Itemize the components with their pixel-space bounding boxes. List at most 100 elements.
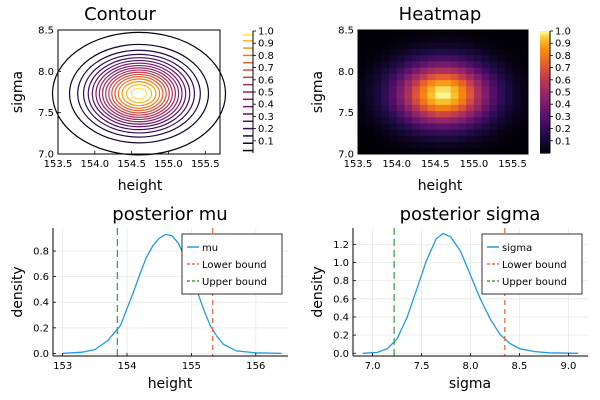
heatmap-cell [419,42,429,50]
heatmap-cell [520,79,529,87]
heatmap-cell [520,61,529,68]
heatmap-cell [396,129,405,136]
heatmap-cell [435,30,444,37]
heatmap-cell [504,104,514,112]
heatmap-cell [365,110,374,118]
heatmap-cell [520,98,529,105]
heatmap-cell [473,48,483,56]
heatmap-colorbar-cell [540,55,550,59]
posterior-sigma-ytick-label: 1.0 [333,258,349,269]
heatmap-cell [427,129,436,136]
heatmap-colorbar-cell [540,51,550,54]
heatmap-cell [481,48,490,56]
heatmap-cell [504,135,514,143]
heatmap-cell [458,67,467,74]
heatmap-cell [489,110,498,118]
contour-ytick-label: 8.5 [38,26,54,37]
heatmap-cell [489,48,498,56]
heatmap-colorbar-cell [540,53,550,56]
heatmap-cell [466,48,475,56]
heatmap-cell [404,36,413,43]
heatmap-cell [358,73,367,81]
heatmap-cell [466,110,475,118]
heatmap-colorbar-cell [540,85,550,89]
contour-level-line [91,59,187,128]
heatmap-cell [373,36,382,43]
heatmap-cell [481,98,490,105]
heatmap-cell [381,141,390,149]
heatmap-colorbar-cell [540,132,550,136]
heatmap-cell [512,147,521,155]
heatmap-cell [419,98,429,105]
heatmap-cell [419,141,429,149]
heatmap-cell [443,141,452,149]
heatmap-cell [427,30,436,37]
contour-level-line [77,49,201,138]
heatmap-colorbar-cell [540,43,550,46]
posterior-mu-legend: mu Lower bound Upper bound [181,233,283,295]
heatmap-cell [466,147,475,155]
heatmap-cell [473,85,483,93]
heatmap-cell [504,79,514,87]
heatmap-cell [520,48,529,56]
heatmap-cell [388,92,398,99]
heatmap-cell [497,54,506,62]
heatmap-cell [373,92,382,99]
heatmap-cell [365,30,374,37]
heatmap-cell [435,85,444,93]
heatmap-cell [381,110,390,118]
heatmap-cell [435,54,444,62]
heatmap-colorbar-cell [540,134,550,138]
heatmap-colorbar-label: 0.2 [555,124,571,135]
heatmap-cell [497,67,506,74]
heatmap-cell [520,54,529,62]
heatmap-cell [404,73,413,81]
heatmap-cell [388,67,398,74]
posterior-mu-series-line [62,233,282,355]
heatmap-cell [489,42,498,50]
heatmap-cell [443,104,452,112]
heatmap-cell [388,123,398,130]
heatmap-cell [481,67,490,74]
heatmap-cell [404,61,413,68]
heatmap-cell [365,92,374,99]
heatmap-cell [373,48,382,56]
contour-ytick-label: 7.5 [38,108,54,119]
heatmap-cell [435,116,444,124]
heatmap-cell [512,123,521,130]
contour-xtick-label: 154.0 [80,159,109,170]
heatmap-cell [458,73,467,81]
heatmap-cell [419,48,429,56]
heatmap-cell [427,67,436,74]
heatmap-cell [443,48,452,56]
contour-xtick-label: 154.5 [117,159,146,170]
heatmap-colorbar-cell [540,144,550,148]
heatmap-cell [450,104,459,112]
heatmap-cell [358,135,367,143]
heatmap-cell [365,104,374,112]
heatmap-colorbar-cell [540,83,550,87]
heatmap-cell [512,79,521,87]
heatmap-cell [388,61,398,68]
heatmap-xtick-label: 155.0 [460,159,489,170]
heatmap-cell [381,92,390,99]
heatmap-cell [443,36,452,43]
heatmap-cell [504,147,514,155]
heatmap-cell [427,54,436,62]
heatmap-cell [466,98,475,105]
heatmap-cell [427,79,436,87]
heatmap-cell [481,135,490,143]
heatmap-cell [388,79,398,87]
heatmap-cell [373,54,382,62]
heatmap-cell [419,36,429,43]
posterior-mu-legend-label: Lower bound [202,260,267,271]
heatmap-cell [412,110,421,118]
heatmap-cell [435,135,444,143]
heatmap-colorbar-cell [540,63,550,67]
heatmap-colorbar-cell [540,69,550,73]
heatmap-cell [473,141,483,149]
heatmap-cell [404,110,413,118]
heatmap-cell [419,54,429,62]
contour-xtick-label: 155.5 [191,159,220,170]
posterior-mu-xlabel: height [148,376,193,392]
